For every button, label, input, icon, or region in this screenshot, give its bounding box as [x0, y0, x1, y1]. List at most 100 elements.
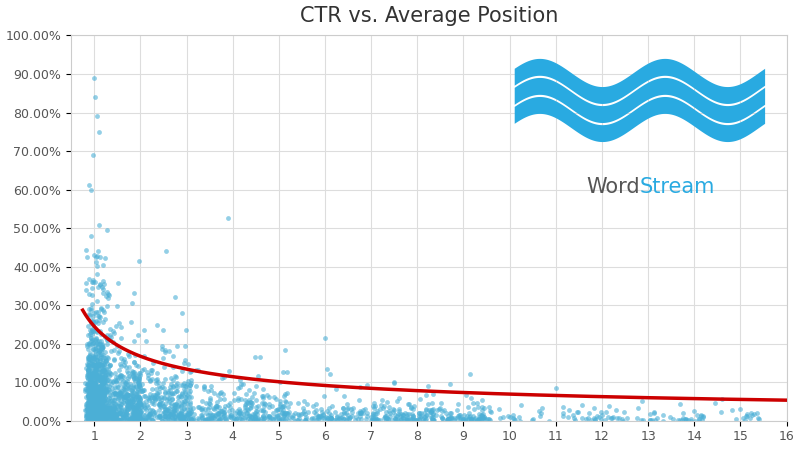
- Point: [93, 394, 106, 401]
- Point: [83, 387, 96, 395]
- Point: [146, 417, 158, 424]
- Point: [244, 416, 257, 423]
- Point: [93, 385, 106, 392]
- Point: [419, 406, 432, 413]
- Point: [446, 414, 458, 422]
- Point: [90, 410, 103, 417]
- Point: [97, 406, 110, 414]
- Point: [97, 397, 110, 404]
- Point: [86, 383, 98, 390]
- Point: [467, 405, 480, 412]
- Point: [182, 389, 195, 396]
- Point: [83, 386, 96, 393]
- Point: [91, 408, 104, 415]
- Point: [84, 406, 97, 413]
- Polygon shape: [514, 97, 765, 142]
- Point: [84, 329, 97, 336]
- Point: [162, 405, 175, 412]
- Point: [282, 410, 294, 417]
- Point: [234, 377, 246, 384]
- Point: [258, 409, 271, 416]
- Point: [472, 416, 485, 423]
- Point: [95, 343, 108, 351]
- Point: [174, 414, 187, 421]
- Point: [126, 390, 138, 397]
- Point: [82, 340, 95, 347]
- Point: [95, 416, 108, 423]
- Point: [106, 403, 119, 410]
- Point: [86, 402, 99, 409]
- Point: [405, 405, 418, 412]
- Point: [98, 371, 111, 379]
- Point: [89, 405, 102, 412]
- Point: [256, 400, 269, 407]
- Point: [166, 416, 179, 423]
- Point: [131, 405, 144, 413]
- Point: [82, 394, 94, 401]
- Point: [107, 396, 120, 403]
- Point: [88, 416, 101, 423]
- Point: [322, 405, 335, 412]
- Point: [84, 382, 97, 389]
- Point: [86, 339, 99, 346]
- Point: [118, 406, 130, 414]
- Point: [178, 404, 190, 411]
- Point: [84, 186, 97, 194]
- Point: [356, 406, 369, 414]
- Point: [82, 412, 95, 419]
- Point: [123, 414, 136, 422]
- Point: [536, 405, 549, 412]
- Point: [116, 392, 129, 399]
- Point: [179, 397, 192, 405]
- Point: [433, 405, 446, 413]
- Point: [104, 361, 117, 369]
- Point: [343, 414, 356, 421]
- Point: [132, 376, 145, 383]
- Point: [98, 376, 111, 383]
- Point: [744, 414, 757, 422]
- Point: [158, 412, 171, 419]
- Point: [109, 383, 122, 391]
- Point: [210, 403, 222, 410]
- Point: [514, 401, 527, 409]
- Point: [341, 415, 354, 422]
- Point: [80, 410, 93, 417]
- Point: [122, 392, 134, 399]
- Point: [569, 416, 582, 423]
- Point: [240, 409, 253, 417]
- Point: [230, 407, 243, 414]
- Point: [90, 329, 103, 336]
- Point: [418, 409, 430, 417]
- Point: [88, 411, 101, 418]
- Point: [146, 397, 158, 404]
- Point: [94, 360, 107, 367]
- Point: [102, 371, 114, 378]
- Point: [130, 396, 143, 403]
- Point: [87, 410, 100, 418]
- Point: [213, 410, 226, 417]
- Point: [150, 375, 163, 382]
- Point: [87, 416, 100, 423]
- Point: [689, 417, 702, 424]
- Point: [127, 376, 140, 383]
- Point: [90, 406, 103, 414]
- Point: [251, 417, 264, 424]
- Point: [91, 363, 104, 370]
- Point: [562, 414, 574, 421]
- Point: [435, 415, 448, 422]
- Point: [85, 377, 98, 384]
- Point: [166, 383, 179, 390]
- Point: [97, 261, 110, 269]
- Point: [117, 399, 130, 406]
- Point: [179, 382, 192, 389]
- Point: [122, 417, 135, 424]
- Point: [93, 409, 106, 417]
- Point: [282, 414, 295, 421]
- Point: [400, 417, 413, 424]
- Point: [234, 414, 246, 422]
- Point: [464, 371, 477, 378]
- Point: [410, 417, 423, 424]
- Point: [81, 380, 94, 387]
- Point: [302, 408, 314, 415]
- Point: [381, 399, 394, 406]
